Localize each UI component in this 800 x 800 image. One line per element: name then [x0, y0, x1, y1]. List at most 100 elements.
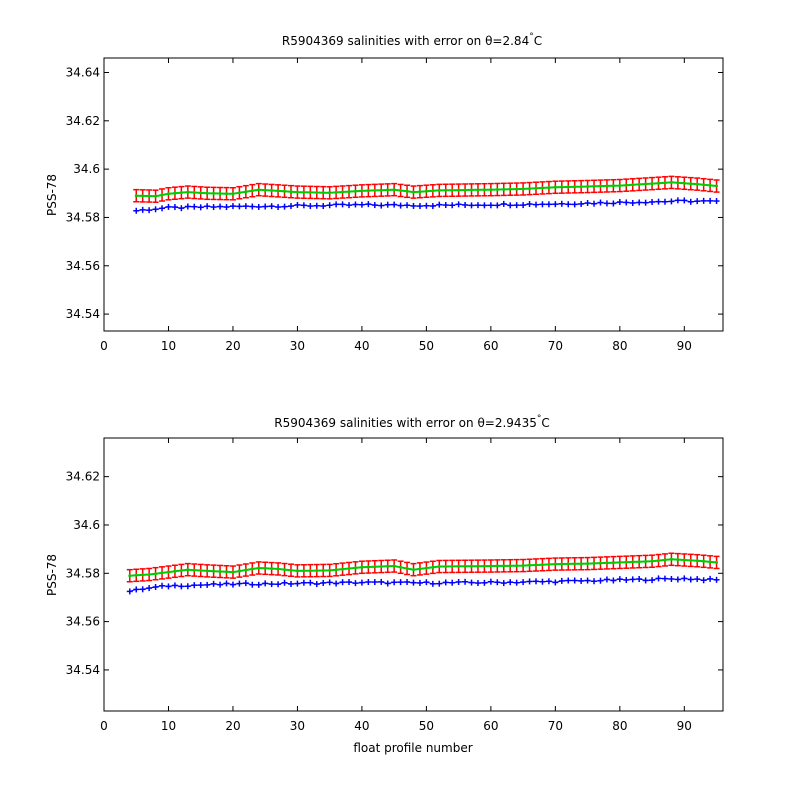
bottom-raw-point: [468, 579, 475, 586]
bottom-calibrated-point: [154, 572, 158, 576]
top-calibrated-point: [528, 187, 532, 191]
top-calibrated-point: [315, 191, 319, 195]
top-raw-point: [610, 200, 617, 207]
bottom-y-tick-label: 34.62: [66, 470, 100, 484]
bottom-raw-point: [449, 579, 456, 586]
top-raw-point: [558, 200, 565, 207]
top-calibrated-point: [257, 188, 261, 192]
bottom-calibrated-point: [547, 562, 551, 566]
bottom-raw-point: [384, 580, 391, 587]
top-raw-point: [571, 201, 578, 208]
top-x-tick-label: 30: [290, 339, 305, 353]
bottom-calibrated-point: [128, 574, 132, 578]
bottom-raw-point: [204, 581, 211, 588]
bottom-plot-frame: [103, 437, 724, 712]
bottom-calibrated-point: [160, 571, 164, 575]
bottom-calibrated-point: [353, 566, 357, 570]
top-calibrated-point: [657, 181, 661, 185]
top-raw-point: [268, 203, 275, 210]
top-calibrated-point: [237, 191, 241, 195]
top-raw-point: [346, 202, 353, 209]
bottom-calibrated-point: [212, 569, 216, 573]
top-calibrated-point: [205, 191, 209, 195]
bottom-raw-point: [171, 582, 178, 589]
bottom-calibrated-point: [360, 565, 364, 569]
bottom-raw-point: [429, 580, 436, 587]
bottom-calibrated-point: [579, 562, 583, 566]
bottom-calibrated-point: [489, 564, 493, 568]
bottom-calibrated-point: [611, 561, 615, 565]
bottom-raw-point: [584, 577, 591, 584]
top-calibrated-point: [321, 191, 325, 195]
top-raw-point: [494, 202, 501, 209]
top-panel: R5904369 salinities with error on θ=2.84…: [45, 32, 724, 353]
top-raw-point: [313, 202, 320, 209]
bottom-raw-point: [462, 578, 469, 585]
top-y-tick-label: 34.54: [66, 307, 100, 321]
top-calibrated-point: [450, 188, 454, 192]
top-raw-point: [197, 204, 204, 211]
top-raw-point: [300, 202, 307, 209]
bottom-calibrated-point: [173, 569, 177, 573]
bottom-raw-point: [423, 579, 430, 586]
top-y-axis-label: PSS-78: [45, 174, 59, 216]
top-error-bars: [133, 175, 720, 203]
bottom-raw-point: [674, 576, 681, 583]
top-raw-point: [513, 202, 520, 209]
bottom-raw-point: [500, 580, 507, 587]
top-raw-point: [597, 199, 604, 206]
top-raw-point: [133, 207, 140, 214]
bottom-raw-point: [191, 582, 198, 589]
top-calibrated-point: [289, 190, 293, 194]
bottom-calibrated-point: [366, 565, 370, 569]
bottom-calibrated-point: [328, 568, 332, 572]
top-raw-point: [481, 202, 488, 209]
bottom-raw-point: [178, 583, 185, 590]
bottom-calibrated-point: [470, 564, 474, 568]
top-raw-point: [468, 202, 475, 209]
bottom-raw-point: [217, 581, 224, 588]
bottom-calibrated-point: [147, 573, 151, 576]
top-x-tick-label: 70: [548, 339, 563, 353]
bottom-raw-point: [694, 576, 701, 583]
top-calibrated-point: [624, 183, 628, 187]
bottom-raw-point: [346, 579, 353, 586]
top-raw-point: [526, 201, 533, 208]
top-calibrated-point: [199, 191, 203, 195]
bottom-raw-point: [210, 580, 217, 587]
bottom-panel: R5904369 salinities with error on θ=2.94…: [45, 414, 724, 755]
top-calibrated-point: [399, 188, 403, 192]
top-raw-point: [165, 203, 172, 210]
top-calibrated-point: [695, 182, 699, 186]
bottom-raw-point: [365, 578, 372, 585]
bottom-raw-point: [223, 580, 230, 587]
top-calibrated-point: [708, 183, 712, 187]
top-calibrated-point: [166, 192, 170, 196]
top-y-tick-label: 34.58: [66, 210, 100, 224]
bottom-calibrated-point: [373, 565, 377, 569]
top-x-tick-label: 60: [483, 339, 498, 353]
bottom-raw-point: [661, 575, 668, 582]
bottom-calibrated-point: [702, 559, 706, 563]
bottom-raw-point: [494, 579, 501, 586]
bottom-calibrated-series: [128, 557, 719, 578]
top-raw-point: [223, 204, 230, 211]
top-raw-point: [616, 199, 623, 206]
top-calibrated-point: [328, 191, 332, 195]
bottom-x-tick-label: 10: [161, 719, 176, 733]
bottom-raw-point: [539, 578, 546, 585]
bottom-raw-point: [152, 584, 159, 591]
top-raw-point: [423, 202, 430, 209]
top-raw-point: [236, 203, 243, 210]
bottom-raw-point: [649, 577, 656, 584]
bottom-raw-point: [700, 577, 707, 584]
top-raw-point: [159, 205, 166, 212]
bottom-calibrated-point: [598, 561, 602, 565]
top-calibrated-point: [341, 190, 345, 194]
bottom-raw-point: [533, 578, 540, 585]
bottom-raw-point: [636, 575, 643, 582]
bottom-calibrated-point: [399, 565, 403, 569]
top-raw-point: [713, 198, 720, 205]
top-calibrated-point: [231, 192, 235, 196]
bottom-calibrated-point: [392, 564, 396, 568]
